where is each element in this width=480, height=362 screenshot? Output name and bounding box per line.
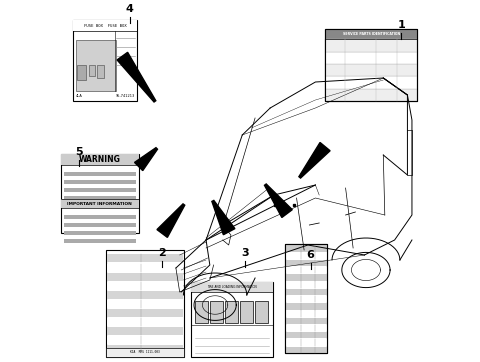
Bar [107,327,183,335]
Text: WARNING: WARNING [79,155,120,164]
Bar [73,20,137,101]
Text: 1: 1 [397,20,405,30]
Bar [225,302,238,323]
Bar [107,291,183,299]
Bar [325,29,418,101]
Text: 3: 3 [241,248,249,258]
Bar [325,51,418,64]
Bar [285,244,327,353]
Text: 4: 4 [126,4,133,14]
Bar [107,264,183,272]
Bar [285,244,327,353]
Bar [325,64,418,76]
Text: 2: 2 [158,248,166,258]
Bar [210,302,223,323]
Bar [77,65,86,80]
Bar [285,274,327,281]
Polygon shape [264,184,292,218]
Bar [191,282,273,357]
Bar [107,300,183,308]
Bar [89,65,95,76]
Bar [325,39,418,51]
Bar [64,239,136,243]
Text: SERVICE PARTS IDENTIFICATION: SERVICE PARTS IDENTIFICATION [343,32,400,36]
Bar [97,65,104,78]
Bar [76,40,116,90]
Text: KIA  MFG 1111-003: KIA MFG 1111-003 [130,350,160,354]
Text: 6: 6 [307,250,314,260]
Bar [285,245,327,252]
Bar [285,325,327,331]
Bar [325,89,418,101]
Bar [285,332,327,338]
Text: 5: 5 [75,147,83,157]
Bar [106,348,184,357]
Bar [61,154,139,233]
Bar [107,345,183,353]
Polygon shape [157,204,185,237]
Bar [107,309,183,317]
Polygon shape [299,143,330,178]
Bar [285,260,327,266]
Text: 4LA: 4LA [75,94,82,98]
Bar [285,296,327,302]
Bar [285,252,327,259]
Bar [64,196,136,200]
Bar [285,339,327,346]
Bar [61,199,139,208]
Bar [191,282,273,292]
Bar [107,254,183,262]
Bar [106,250,184,357]
Text: FUSE BOX  FUSE BOX: FUSE BOX FUSE BOX [84,24,127,28]
Bar [325,29,418,101]
Text: TIRE AND LOADING INFORMATION: TIRE AND LOADING INFORMATION [207,285,257,290]
Bar [285,346,327,353]
Bar [285,281,327,288]
Bar [64,172,136,176]
Bar [73,20,137,31]
Bar [325,29,418,39]
Text: IMPORTANT INFORMATION: IMPORTANT INFORMATION [67,202,132,206]
Polygon shape [134,148,157,171]
Bar [107,273,183,281]
Bar [195,302,208,323]
Bar [285,267,327,273]
Bar [64,223,136,227]
Bar [61,154,139,165]
Text: 95-741213: 95-741213 [116,94,135,98]
Bar [285,289,327,295]
Bar [107,336,183,344]
Bar [107,282,183,290]
Bar [285,310,327,317]
Bar [64,188,136,192]
Bar [325,76,418,89]
Bar [64,180,136,184]
Bar [285,317,327,324]
Bar [107,318,183,326]
Polygon shape [117,52,156,102]
Bar [285,303,327,310]
Bar [64,231,136,235]
Polygon shape [212,201,235,235]
Bar [240,302,253,323]
Bar [255,302,268,323]
Bar [64,215,136,219]
